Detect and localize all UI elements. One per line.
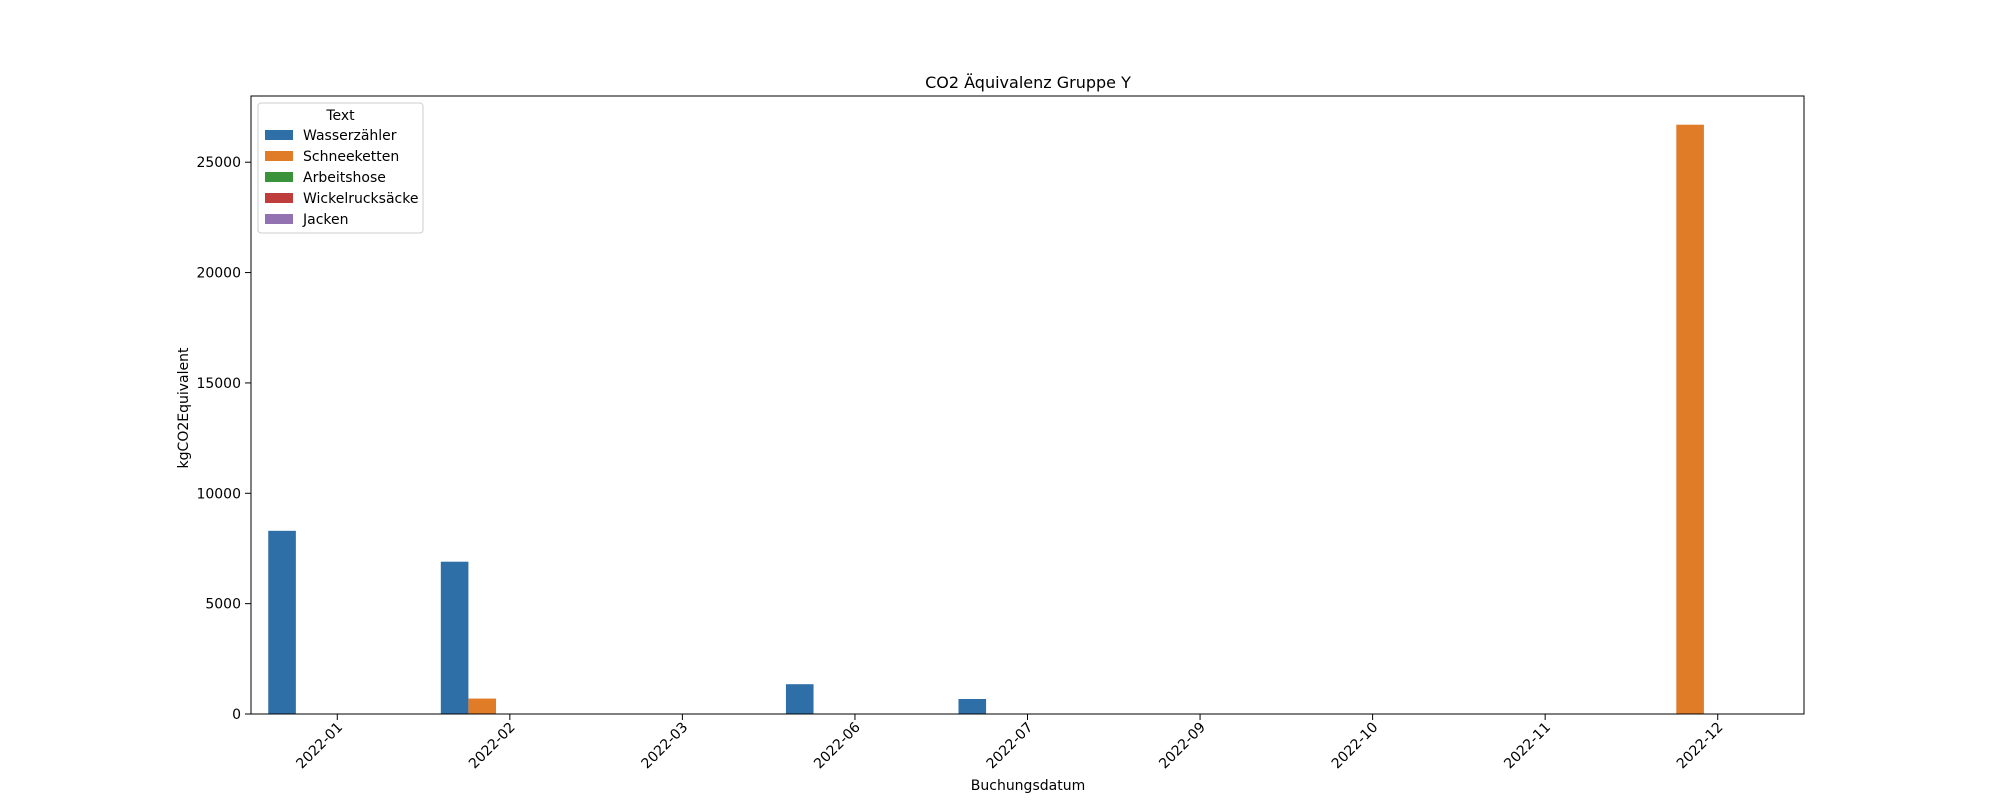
plot-frame <box>250 95 1805 715</box>
bar <box>268 530 296 714</box>
bar <box>440 561 469 714</box>
x-tick-label: 2022-01 <box>293 720 346 773</box>
x-tick-label: 2022-09 <box>1156 720 1209 773</box>
x-tick-label: 2022-12 <box>1674 720 1727 773</box>
plot-area: 0 5000 10000 15000 20000 25000 2022-01 2022-02 2… <box>196 95 1805 773</box>
x-tick-label: 2022-07 <box>984 720 1037 773</box>
legend-item-label: Wickelrucksäcke <box>303 191 418 207</box>
x-tick-label: 2022-10 <box>1329 720 1382 773</box>
y-tick-label: 15000 <box>196 376 241 392</box>
x-tick-label: 2022-03 <box>639 720 692 773</box>
y-tick-label: 20000 <box>196 266 241 282</box>
legend: Text Wasserzähler Schneeketten Arbeitshose W… <box>257 102 424 234</box>
legend-swatch <box>265 193 293 203</box>
legend-title: Text <box>325 108 355 124</box>
y-tick-label: 25000 <box>196 155 241 171</box>
legend-item-label: Wasserzähler <box>303 128 397 144</box>
bar <box>1676 124 1704 714</box>
y-tick-label: 5000 <box>205 597 241 613</box>
bar <box>785 684 814 714</box>
legend-item-label: Arbeitshose <box>303 170 386 186</box>
y-tick-label: 10000 <box>196 486 241 502</box>
x-tick-label: 2022-06 <box>811 719 864 772</box>
chart-title: CO2 Äquivalenz Gruppe Y <box>925 73 1131 92</box>
bar <box>468 698 497 714</box>
bar <box>958 698 987 714</box>
y-axis-label: kgCO2Equivalent <box>176 347 192 468</box>
legend-swatch <box>265 214 293 224</box>
legend-swatch <box>265 151 293 161</box>
legend-box <box>257 102 424 234</box>
x-axis-label: Buchungsdatum <box>971 778 1085 794</box>
legend-item-label: Jacken <box>302 212 349 228</box>
x-tick-label: 2022-02 <box>466 720 519 773</box>
x-tick-label: 2022-11 <box>1501 720 1554 773</box>
legend-item-label: Schneeketten <box>303 149 399 165</box>
legend-swatch <box>265 172 293 182</box>
legend-swatch <box>265 130 293 140</box>
y-tick-label: 0 <box>232 707 241 723</box>
